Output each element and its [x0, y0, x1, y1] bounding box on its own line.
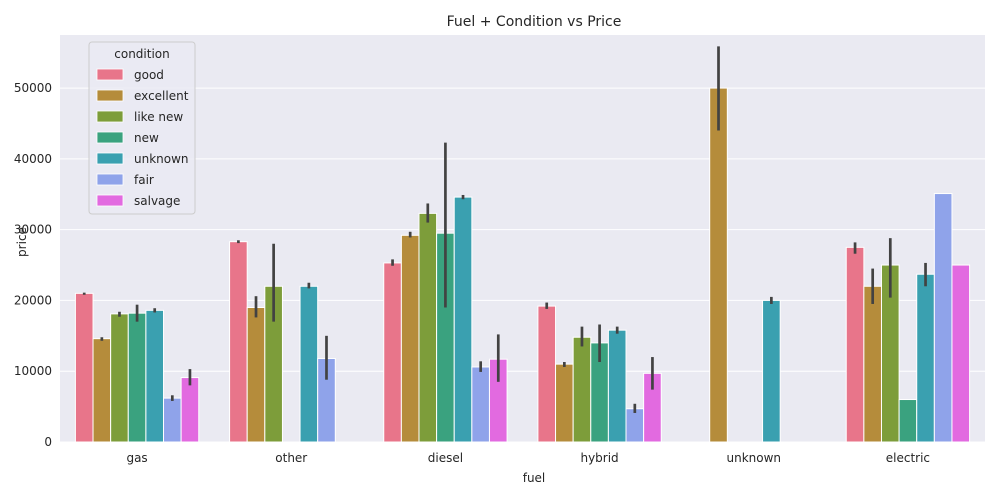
y-tick-label: 20000 — [14, 293, 52, 307]
y-tick-label: 40000 — [14, 152, 52, 166]
legend-items: good excellent like new new unknown fair salva… — [96, 68, 189, 208]
bar-unknown — [607, 329, 627, 443]
y-tick-label: 0 — [44, 435, 52, 449]
legend-label: new — [134, 131, 159, 145]
legend-title: condition — [114, 47, 169, 61]
legend: condition good excellent like new new unknow… — [88, 41, 196, 215]
bar-good — [537, 305, 557, 443]
legend-swatch — [96, 152, 124, 165]
legend-swatch — [96, 110, 124, 123]
bar-unknown — [145, 309, 165, 443]
legend-label: unknown — [134, 152, 189, 166]
x-axis-title: fuel — [523, 471, 546, 485]
legend-label: fair — [134, 173, 154, 187]
bar-like-new — [418, 212, 438, 443]
plot-background — [60, 35, 985, 442]
x-tick-label: hybrid — [580, 451, 618, 465]
legend-label: salvage — [134, 194, 180, 208]
bar-excellent — [555, 363, 574, 443]
bar-good — [74, 292, 94, 443]
bar-salvage — [180, 377, 200, 443]
legend-swatch — [96, 194, 124, 207]
bar-excellent — [92, 338, 112, 443]
x-tick-labels: gas other diesel hybrid unknown electric — [126, 451, 930, 465]
error-bars — [82, 46, 927, 413]
legend-swatch — [96, 131, 124, 144]
gridlines — [60, 87, 985, 443]
y-axis-title: price — [15, 227, 29, 257]
legend-box — [88, 41, 196, 215]
legend-label: good — [134, 68, 164, 82]
y-tick-label: 30000 — [14, 223, 52, 237]
bar-unknown — [299, 285, 319, 443]
legend-swatch — [96, 68, 124, 81]
bar-salvage — [951, 264, 971, 443]
bar-like-new — [572, 336, 592, 443]
legend-label: like new — [134, 110, 183, 124]
bar-unknown — [453, 196, 473, 443]
bar-fair — [933, 193, 953, 443]
bar-fair — [163, 397, 182, 443]
legend-swatch — [96, 173, 124, 186]
x-tick-label: gas — [126, 451, 147, 465]
bar-excellent — [863, 285, 882, 443]
bar-good — [383, 262, 402, 443]
bar-excellent — [709, 87, 728, 443]
bar-excellent — [246, 307, 266, 443]
x-tick-label: electric — [886, 451, 930, 465]
y-tick-label: 10000 — [14, 364, 52, 378]
bar-fair — [471, 366, 490, 443]
legend-label: excellent — [134, 89, 189, 103]
bar-good — [229, 241, 248, 443]
x-tick-label: other — [275, 451, 307, 465]
bar-unknown — [916, 273, 935, 443]
bar-unknown — [762, 299, 781, 443]
y-tick-labels: 0 10000 20000 30000 40000 50000 — [14, 81, 52, 449]
bar-fair — [625, 408, 645, 443]
bars — [74, 87, 971, 443]
bar-new — [898, 399, 918, 443]
chart-title: Fuel + Condition vs Price — [447, 14, 622, 30]
bar-good — [845, 246, 865, 443]
bar-excellent — [400, 234, 420, 443]
legend-swatch — [96, 89, 124, 102]
x-tick-label: unknown — [726, 451, 781, 465]
y-tick-label: 50000 — [14, 81, 52, 95]
bar-new — [127, 312, 147, 443]
x-tick-label: diesel — [428, 451, 463, 465]
bar-like-new — [110, 313, 129, 443]
